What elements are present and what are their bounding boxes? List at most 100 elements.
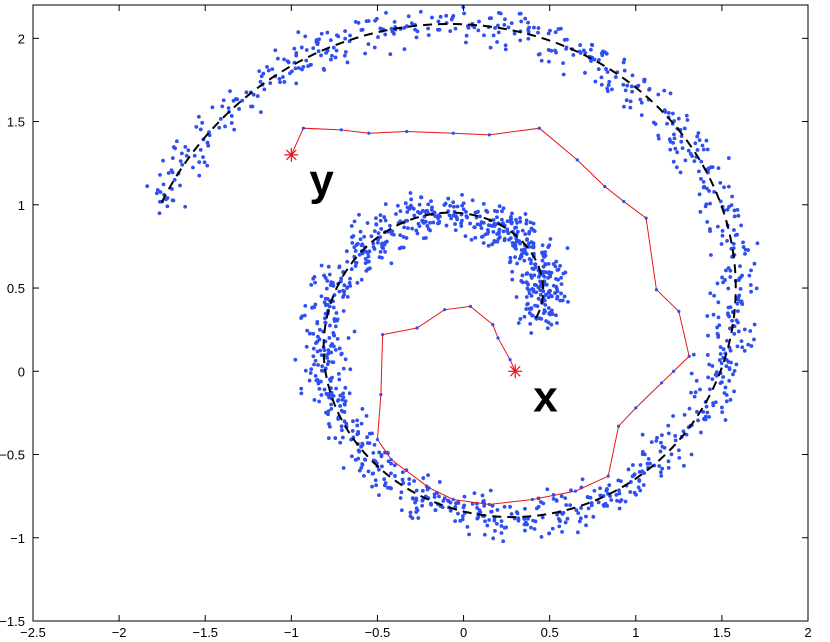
scatter-point — [701, 179, 706, 184]
scatter-point — [464, 33, 469, 38]
path-node — [622, 199, 626, 204]
scatter-point — [382, 242, 387, 247]
scatter-point — [725, 207, 730, 212]
scatter-point — [328, 377, 332, 382]
x-tick-label: −0.5 — [365, 625, 391, 640]
scatter-point — [711, 312, 716, 317]
path-node — [381, 333, 385, 337]
scatter-point — [360, 407, 365, 411]
scatter-point — [621, 82, 626, 87]
scatter-point — [326, 351, 331, 356]
scatter-point — [499, 519, 504, 524]
scatter-point — [639, 113, 644, 118]
scatter-point — [437, 27, 442, 32]
path-node — [603, 184, 607, 189]
scatter-point — [510, 269, 515, 274]
scatter-point — [726, 305, 731, 310]
scatter-point — [313, 280, 317, 285]
scatter-point — [367, 441, 372, 445]
scatter-point — [749, 268, 753, 273]
scatter-point — [366, 19, 371, 23]
scatter-point — [265, 64, 269, 69]
scatter-point — [518, 216, 522, 220]
scatter-point — [359, 444, 363, 449]
scatter-point — [385, 239, 389, 244]
scatter-point — [732, 389, 736, 394]
scatter-point — [529, 331, 534, 335]
scatter-point — [531, 221, 536, 226]
scatter-point — [523, 506, 527, 511]
scatter-point — [519, 19, 524, 24]
scatter-point — [562, 294, 567, 299]
scatter-point — [725, 311, 730, 316]
scatter-point — [361, 473, 366, 478]
scatter-point — [344, 249, 349, 254]
scatter-point — [690, 154, 695, 159]
scatter-point — [376, 240, 380, 245]
scatter-point — [565, 516, 570, 521]
scatter-point — [697, 192, 702, 197]
scatter-point — [402, 225, 407, 230]
scatter-point — [494, 222, 498, 226]
scatter-point — [558, 263, 562, 268]
scatter-point — [372, 442, 377, 447]
scatter-point — [342, 292, 347, 297]
scatter-point — [723, 278, 727, 282]
scatter-point — [545, 487, 550, 492]
scatter-point — [578, 516, 583, 521]
scatter-point — [357, 212, 361, 217]
scatter-point — [727, 326, 732, 331]
scatter-point — [531, 244, 536, 249]
scatter-point — [516, 516, 521, 521]
scatter-point — [229, 114, 234, 118]
scatter-point — [201, 155, 205, 160]
scatter-point — [459, 221, 463, 226]
scatter-point — [322, 348, 327, 353]
scatter-point — [605, 504, 610, 508]
scatter-point — [541, 501, 546, 506]
scatter-point — [646, 457, 651, 461]
scatter-point — [640, 449, 645, 454]
scatter-point — [469, 237, 474, 242]
scatter-point — [530, 287, 535, 291]
scatter-point — [285, 59, 290, 64]
scatter-point — [555, 321, 559, 325]
scatter-point — [392, 463, 397, 468]
scatter-point — [394, 212, 398, 216]
scatter-point — [366, 42, 371, 47]
scatter-point — [558, 519, 562, 524]
scatter-point — [516, 321, 521, 325]
path-node — [487, 133, 491, 137]
scatter-point — [586, 495, 590, 500]
scatter-point — [452, 204, 456, 209]
scatter-point — [327, 304, 332, 309]
scatter-point — [315, 349, 320, 354]
scatter-point — [210, 105, 215, 110]
scatter-point — [702, 184, 707, 189]
scatter-point — [398, 219, 403, 224]
scatter-point — [708, 227, 712, 231]
scatter-point — [720, 405, 724, 410]
path-node — [468, 304, 473, 308]
scatter-point — [420, 488, 425, 493]
y-tick-label: −0.5 — [0, 448, 25, 463]
scatter-point — [617, 506, 622, 511]
path-node — [616, 424, 621, 428]
scatter-point — [399, 508, 404, 513]
scatter-point — [347, 281, 352, 285]
path-node — [496, 336, 500, 340]
scatter-point — [731, 372, 735, 377]
scatter-point — [336, 371, 341, 376]
scatter-point — [198, 147, 203, 152]
scatter-point — [346, 336, 351, 340]
scatter-point — [656, 136, 661, 141]
scatter-point — [742, 348, 747, 353]
scatter-point — [523, 212, 528, 216]
path-node — [677, 309, 681, 313]
scatter-point — [553, 48, 557, 53]
scatter-point — [538, 292, 543, 297]
scatter-point — [546, 261, 551, 266]
scatter-point — [453, 519, 457, 524]
scatter-point — [738, 264, 742, 269]
